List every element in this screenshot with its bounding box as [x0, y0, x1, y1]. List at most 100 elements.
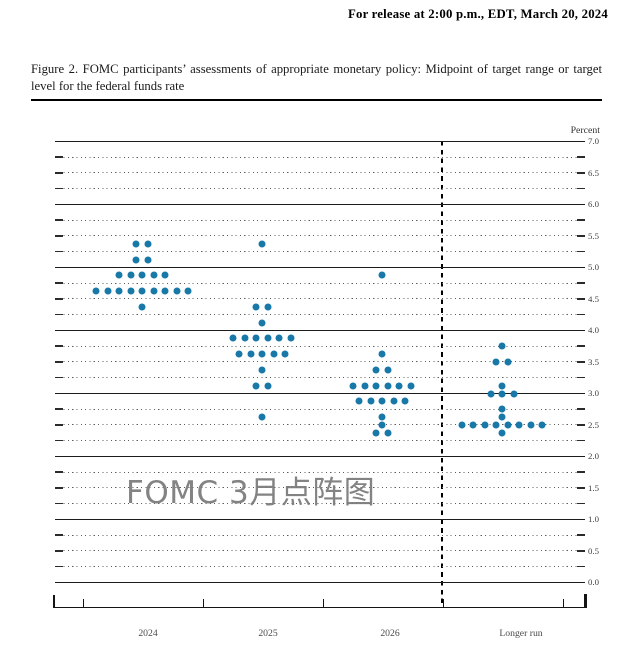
- y-tick-label: 3.5: [588, 356, 599, 367]
- projection-dot: [487, 390, 494, 397]
- y-tick-label: 0.0: [588, 577, 599, 588]
- gridline-dotted: [55, 313, 585, 316]
- projection-dot: [390, 397, 397, 405]
- projection-dot: [115, 271, 123, 279]
- gridline-dotted: [55, 565, 585, 568]
- projection-dot: [258, 240, 266, 248]
- projection-dot: [252, 382, 260, 390]
- y-tick-label: 2.0: [588, 451, 599, 462]
- gridline-solid: [55, 329, 585, 332]
- projection-dot: [401, 397, 409, 405]
- projection-dot: [492, 358, 500, 366]
- projection-dot: [492, 421, 500, 429]
- projection-dot: [498, 405, 506, 413]
- x-axis-tick: [83, 599, 85, 607]
- projection-dot: [115, 287, 123, 295]
- projection-dot: [132, 240, 140, 248]
- projection-dot: [378, 413, 386, 421]
- projection-dot: [150, 271, 157, 279]
- x-axis-tick: [323, 599, 325, 607]
- gridline-dotted: [55, 187, 585, 190]
- projection-dot: [407, 382, 415, 390]
- gridline-dotted: [55, 376, 585, 379]
- projection-dot: [258, 319, 266, 327]
- projection-dot: [372, 366, 380, 374]
- x-category-label: 2026: [380, 628, 400, 639]
- projection-dot: [138, 271, 146, 279]
- projection-dot: [275, 334, 283, 342]
- projection-dot: [144, 240, 152, 248]
- gridline-dotted: [55, 345, 585, 347]
- projection-dot: [458, 421, 466, 429]
- caption-rule: [31, 99, 602, 102]
- x-axis-tick: [443, 599, 445, 607]
- y-tick-label: 0.5: [588, 545, 599, 556]
- gridline-dotted: [55, 502, 585, 505]
- y-tick-label: 5.0: [588, 262, 599, 273]
- projection-dot: [144, 256, 152, 264]
- projection-dot: [184, 287, 192, 295]
- gridline-dotted: [55, 219, 585, 221]
- projection-dot: [258, 366, 266, 374]
- y-tick-label: 2.5: [588, 419, 599, 430]
- projection-dot: [395, 382, 403, 390]
- gridline-solid: [55, 518, 585, 521]
- projection-dot: [241, 334, 249, 342]
- y-tick-label: 7.0: [588, 136, 599, 147]
- projection-dot: [229, 334, 237, 342]
- x-axis-tick: [563, 599, 565, 607]
- figure-caption: Figure 2. FOMC participants’ assessments…: [31, 62, 602, 93]
- gridline-dotted: [55, 235, 585, 237]
- projection-dot: [173, 287, 180, 295]
- gridline-dotted: [55, 550, 585, 552]
- projection-dot: [264, 303, 272, 311]
- gridline-solid: [55, 455, 585, 458]
- y-tick-label: 1.0: [588, 514, 599, 525]
- projection-dot: [510, 390, 517, 397]
- projection-dot: [127, 287, 134, 295]
- gridline-dotted: [55, 156, 585, 158]
- projection-dot: [504, 358, 512, 366]
- gridline-solid: [55, 392, 585, 395]
- y-tick-label: 6.5: [588, 167, 599, 178]
- y-tick-label: 5.5: [588, 230, 599, 241]
- projection-dot: [527, 421, 535, 429]
- projection-dot: [270, 350, 277, 358]
- y-tick-label: 4.0: [588, 325, 599, 336]
- projection-dot: [367, 397, 374, 405]
- gridline-dotted: [55, 298, 585, 300]
- x-category-label: 2025: [258, 628, 278, 639]
- y-tick-label: 3.0: [588, 388, 599, 399]
- gridline-solid: [55, 581, 585, 584]
- gridline-dotted: [55, 424, 585, 426]
- x-axis-end-tick: [53, 595, 55, 607]
- projection-dot: [281, 350, 289, 358]
- projection-dot: [258, 350, 266, 358]
- x-category-label: Longer run: [499, 628, 543, 639]
- x-axis-line: [53, 606, 587, 609]
- projection-dot: [498, 382, 506, 390]
- projection-dot: [138, 303, 146, 311]
- projection-dot: [132, 256, 140, 264]
- projection-dot: [504, 421, 512, 429]
- projection-dot: [378, 397, 386, 405]
- gridline-dotted: [55, 408, 585, 410]
- projection-dot: [287, 334, 295, 342]
- y-axis-unit-label: Percent: [570, 125, 600, 136]
- projection-dot: [498, 390, 506, 397]
- projection-dot: [361, 382, 369, 390]
- projection-dot: [378, 350, 386, 358]
- projection-dot: [127, 271, 134, 279]
- projection-dot: [349, 382, 357, 390]
- projection-dot: [247, 350, 254, 358]
- watermark-text: FOMC 3月点阵图: [126, 475, 376, 511]
- projection-dot: [538, 421, 546, 429]
- y-tick-label: 1.5: [588, 482, 599, 493]
- gridline-solid: [55, 203, 585, 206]
- projection-dot: [264, 334, 272, 342]
- projection-dot: [384, 366, 392, 374]
- x-category-label: 2024: [138, 628, 158, 639]
- release-line: For release at 2:00 p.m., EDT, March 20,…: [347, 7, 608, 21]
- gridline-solid: [55, 140, 585, 143]
